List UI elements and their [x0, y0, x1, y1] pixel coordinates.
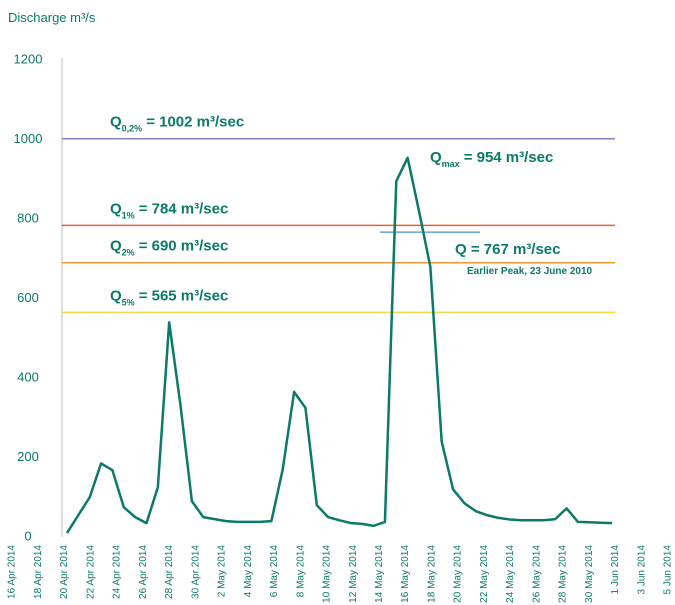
- annotation-subscript: 1%: [122, 210, 135, 220]
- y-tick-label: 400: [17, 369, 39, 384]
- x-tick-label: 20 Apr 2014: [59, 545, 70, 599]
- y-tick-label: 0: [24, 528, 31, 543]
- series-line: [65, 156, 613, 534]
- annotation: Q = 767 m³/sec: [455, 241, 560, 258]
- x-tick-label: 10 May 2014: [322, 545, 333, 603]
- y-tick-label: 800: [17, 210, 39, 225]
- x-tick-label: 28 Apr 2014: [164, 545, 175, 599]
- y-tick-label: 600: [17, 290, 39, 305]
- x-tick-label: 12 May 2014: [348, 545, 359, 603]
- x-tick-label: 26 Apr 2014: [138, 545, 149, 599]
- annotation: Q0,2% = 1002 m³/sec: [110, 114, 244, 134]
- annotation-text: = 784 m³/sec: [139, 200, 229, 217]
- annotation: Q1% = 784 m³/sec: [110, 200, 228, 220]
- annotation: Qmax = 954 m³/sec: [430, 149, 553, 169]
- annotation-symbol: Q: [430, 149, 442, 166]
- annotation: Q2% = 690 m³/sec: [110, 238, 228, 258]
- x-tick-label: 6 May 2014: [269, 545, 280, 598]
- x-tick-label: 1 Jun 2014: [610, 545, 621, 595]
- x-tick-label: 20 May 2014: [453, 545, 464, 603]
- annotation-subscript: 5%: [122, 297, 135, 307]
- x-tick-label: 14 May 2014: [374, 545, 385, 603]
- annotation-symbol: Q: [110, 200, 122, 217]
- x-tick-label: 16 Apr 2014: [7, 545, 18, 599]
- x-tick-label: 3 Jun 2014: [636, 545, 647, 595]
- y-tick-label: 1200: [14, 51, 43, 66]
- x-tick-label: 26 May 2014: [531, 545, 542, 603]
- y-axis-label: Discharge m³/s: [8, 10, 96, 25]
- annotation-subscript: max: [442, 159, 460, 169]
- annotation-subscript: 2%: [122, 248, 135, 258]
- y-tick-label: 200: [17, 449, 39, 464]
- annotation-text: = 565 m³/sec: [139, 287, 229, 304]
- x-tick-label: 22 May 2014: [479, 545, 490, 603]
- x-tick-label: 4 May 2014: [243, 545, 254, 598]
- annotation-subscript: 0,2%: [122, 124, 143, 134]
- annotation-text: = 690 m³/sec: [139, 238, 229, 255]
- x-tick-label: 30 Apr 2014: [190, 545, 201, 599]
- x-tick-label: 24 Apr 2014: [112, 545, 123, 599]
- x-tick-label: 18 Apr 2014: [33, 545, 44, 599]
- x-tick-label: 5 Jun 2014: [663, 545, 674, 595]
- x-tick-label: 30 May 2014: [584, 545, 595, 603]
- annotation-text: = 1002 m³/sec: [146, 114, 244, 131]
- annotation-symbol: Q: [110, 238, 122, 255]
- annotation-symbol: Q: [110, 114, 122, 131]
- x-tick-label: 24 May 2014: [505, 545, 516, 603]
- annotation-symbol: Q: [110, 287, 122, 304]
- x-tick-label: 18 May 2014: [426, 545, 437, 603]
- x-tick-label: 16 May 2014: [400, 545, 411, 603]
- annotation: Q5% = 565 m³/sec: [110, 287, 228, 307]
- annotation-text: = 954 m³/sec: [464, 149, 554, 166]
- x-tick-label: 28 May 2014: [558, 545, 569, 603]
- x-tick-label: 2 May 2014: [217, 545, 228, 598]
- y-tick-label: 1000: [14, 131, 43, 146]
- x-tick-label: 8 May 2014: [295, 545, 306, 598]
- annotation-note: Earlier Peak, 23 June 2010: [467, 266, 593, 277]
- x-tick-label: 22 Apr 2014: [85, 545, 96, 599]
